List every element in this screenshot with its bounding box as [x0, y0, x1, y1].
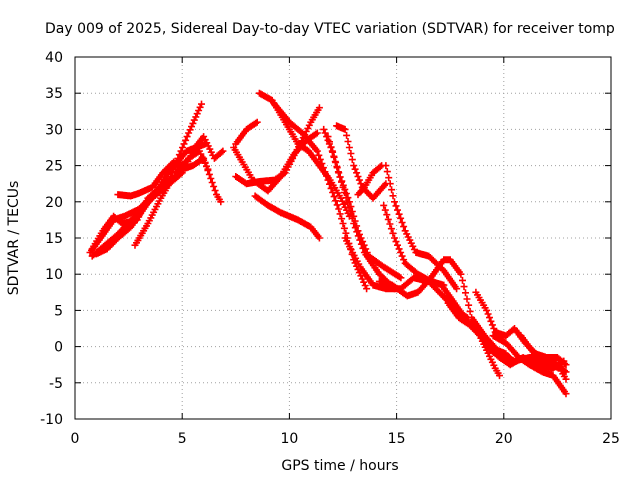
y-tick-label: 15	[45, 231, 63, 247]
plus-markers	[483, 343, 568, 372]
plus-markers	[131, 147, 212, 249]
x-tick-label: 10	[280, 431, 298, 447]
y-tick-label: -5	[49, 376, 63, 392]
plus-markers	[354, 162, 386, 199]
y-tick-label: 25	[45, 159, 63, 175]
plus-markers	[232, 118, 261, 148]
y-tick-label: 40	[45, 50, 63, 66]
series-arc-5	[114, 154, 225, 206]
y-tick-label: 30	[45, 122, 63, 138]
y-tick-label: -10	[40, 412, 63, 428]
x-tick-label: 5	[178, 431, 187, 447]
plus-markers	[88, 133, 227, 260]
y-tick-label: 10	[45, 267, 63, 283]
x-tick-label: 25	[602, 431, 620, 447]
plot-frame	[74, 56, 612, 420]
x-tick-label: 15	[388, 431, 406, 447]
y-tick-label: 5	[54, 303, 63, 319]
series-arc-14	[324, 133, 405, 282]
series-arc-10	[251, 192, 323, 242]
series-arc-8	[232, 118, 261, 148]
plus-markers	[324, 133, 405, 282]
series-arc-6	[131, 147, 212, 249]
y-tick-label: 0	[54, 340, 63, 356]
series-arc-26	[483, 343, 568, 372]
series-arc-1	[88, 133, 227, 260]
chart-title: Day 009 of 2025, Sidereal Day-to-day VTE…	[45, 21, 615, 37]
plus-markers	[251, 192, 323, 242]
y-tick-labels: -10 -5 0 5 10 15 20 25 30 35 40	[40, 50, 63, 428]
series-arc-16	[354, 162, 386, 199]
y-tick-label: 20	[45, 195, 63, 211]
series-arc-17	[382, 162, 461, 293]
x-tick-label: 0	[71, 431, 80, 447]
x-tick-label: 20	[495, 431, 513, 447]
plus-markers	[382, 162, 461, 293]
x-axis-label: GPS time / hours	[281, 458, 398, 474]
y-tick-label: 35	[45, 86, 63, 102]
data-points	[86, 89, 570, 398]
x-tick-labels: 0 5 10 15 20 25	[71, 431, 620, 447]
y-axis-label: SDTVAR / TECUs	[6, 181, 22, 296]
plus-markers	[114, 154, 225, 206]
